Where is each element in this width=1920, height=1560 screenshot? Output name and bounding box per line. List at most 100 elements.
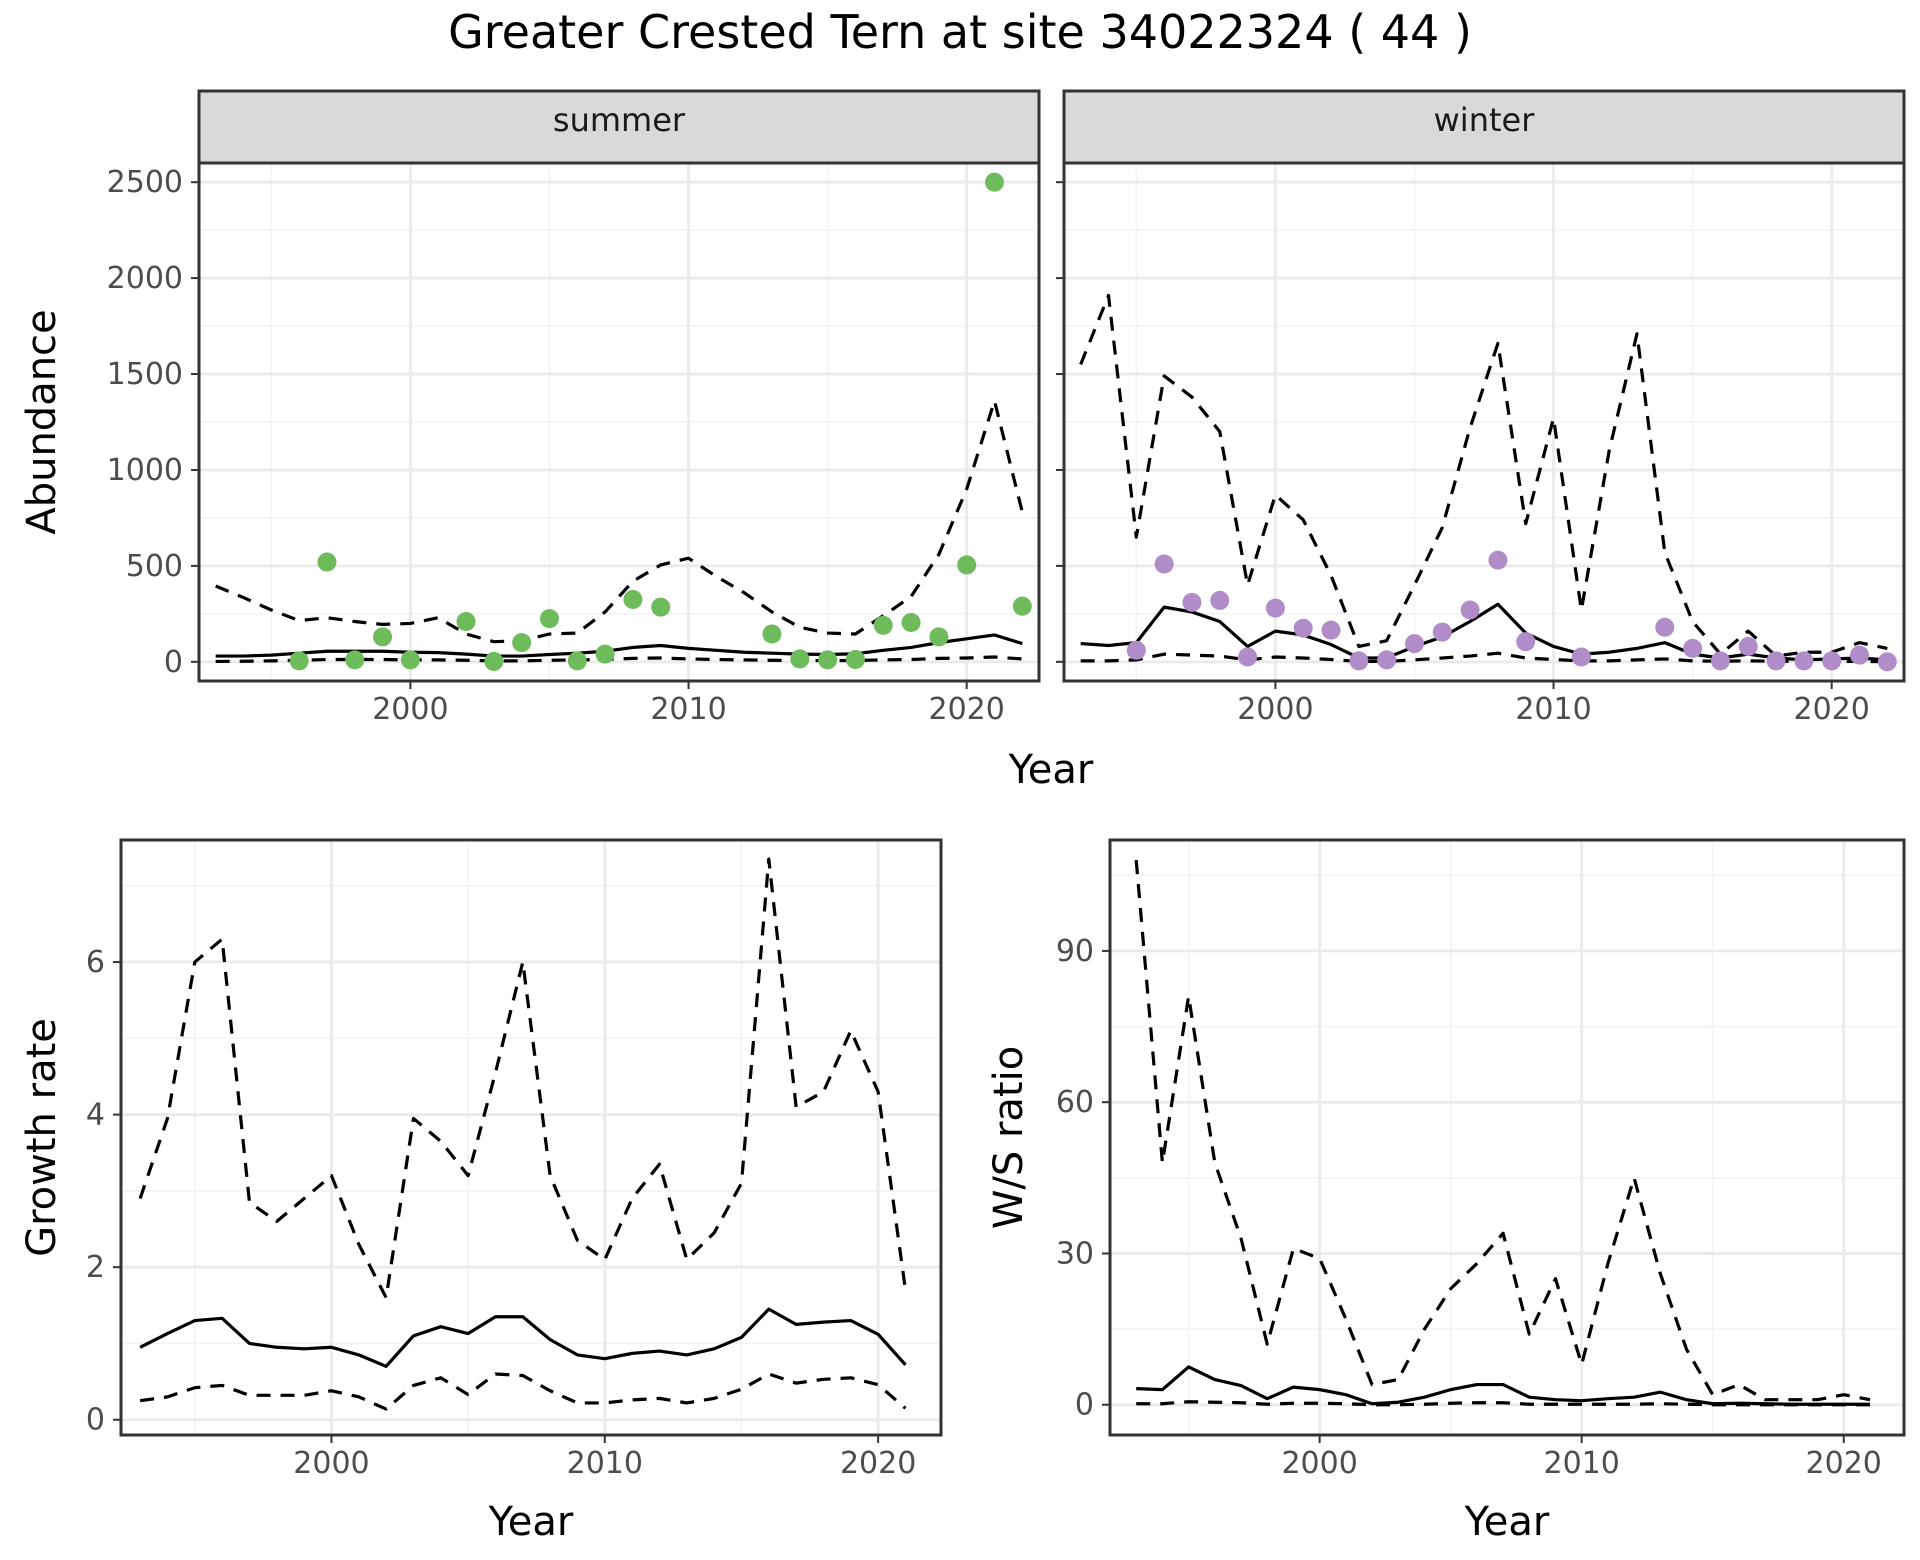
abundance-summer-x-tick-label: 2000	[372, 692, 448, 727]
abundance-point	[373, 627, 393, 647]
abundance-point	[1516, 632, 1536, 652]
facet-panel-summer: 2000 2010 2020 0 500 1000 1500 2000 2500 summer	[107, 89, 1041, 727]
ws-ratio-y-tick-label: 90	[1056, 934, 1094, 969]
estimate-line	[1136, 1365, 1870, 1406]
ws-ratio-x-tick-label: 2020	[1806, 1446, 1882, 1481]
abundance-point	[818, 650, 838, 670]
ws-ratio-y-tick-label: 0	[1075, 1388, 1094, 1423]
abundance-point	[1822, 651, 1842, 671]
abundance-point	[929, 627, 949, 647]
abundance-point	[1126, 640, 1146, 660]
abundance-point	[1877, 652, 1897, 672]
estimate-line	[1080, 602, 1888, 662]
abundance-point	[400, 650, 420, 670]
abundance-point	[1766, 651, 1786, 671]
abundance-summer-x-tick-label: 2010	[650, 692, 726, 727]
facet-strip	[197, 89, 1041, 165]
growth-rate-x-tick-label: 2010	[567, 1446, 643, 1481]
ws-ratio-y-tick-label: 60	[1056, 1085, 1094, 1120]
abundance-point	[873, 615, 893, 635]
abundance-point	[1404, 634, 1424, 654]
abundance-point	[901, 612, 921, 632]
abundance-point	[1154, 554, 1174, 574]
abundance-point	[1849, 645, 1869, 665]
abundance-point	[1012, 596, 1032, 616]
growth-rate-panel: 2000 2010 2020 0 2 4 6	[86, 838, 943, 1481]
abundance-point	[1349, 651, 1369, 671]
abundance-summer-y-tick-label: 1000	[107, 453, 183, 488]
abundance-point	[1488, 550, 1508, 570]
growth-rate-x-tick-label: 2000	[293, 1446, 369, 1481]
lower-bound-line	[1080, 651, 1888, 664]
abundance-point	[1265, 598, 1285, 618]
abundance-point	[1571, 647, 1591, 667]
abundance-summer-y-tick-label: 0	[164, 645, 183, 680]
ws-ratio-panel-border	[1108, 838, 1906, 1437]
ws-ratio-x-tick-label: 2000	[1281, 1446, 1357, 1481]
abundance-point	[1182, 592, 1202, 612]
ws-ratio-panel: 2000 2010 2020 0 30 60 90	[1056, 838, 1906, 1481]
abundance-point	[762, 624, 782, 644]
growth-rate-panel-background	[121, 840, 941, 1435]
abundance-point	[623, 589, 643, 609]
abundance-summer-x-tick-label: 2020	[929, 692, 1005, 727]
abundance-x-axis-title: Year	[1008, 747, 1094, 793]
abundance-point	[595, 644, 615, 664]
abundance-point	[317, 552, 337, 572]
plot-area: 2000 2010 202005001000150020002500summer20…	[19, 89, 1906, 1545]
abundance-point	[957, 555, 977, 575]
abundance-point	[790, 649, 810, 669]
abundance-point	[1321, 620, 1341, 640]
facet-strip-label: winter	[1434, 101, 1536, 139]
abundance-winter-x-tick-label: 2000	[1237, 692, 1313, 727]
facet-panel-winter: 2000 2010 2020 winter	[1056, 89, 1906, 727]
growth-rate-x-axis-title: Year	[488, 1499, 574, 1545]
abundance-point	[345, 650, 365, 670]
lower-bound-line	[139, 1372, 907, 1411]
abundance-point	[567, 651, 587, 671]
abundance-point	[289, 651, 309, 671]
abundance-winter-x-tick-label: 2010	[1515, 692, 1591, 727]
abundance-point	[1794, 651, 1814, 671]
abundance-point	[651, 597, 671, 617]
growth-rate-y-tick-label: 0	[86, 1403, 105, 1438]
abundance-point	[484, 651, 504, 671]
ws-ratio-panel-background	[1110, 840, 1904, 1435]
estimate-line	[139, 1307, 907, 1368]
abundance-summer-y-tick-label: 1500	[107, 357, 183, 392]
abundance-point	[1432, 622, 1452, 642]
abundance-point	[1710, 651, 1730, 671]
ws-ratio-x-tick-label: 2010	[1544, 1446, 1620, 1481]
growth-rate-panel-border	[119, 838, 943, 1437]
figure-title: Greater Crested Tern at site 34022324 ( …	[448, 5, 1472, 59]
lower-bound-line	[215, 655, 1023, 664]
abundance-y-axis-title: Abundance	[19, 309, 65, 534]
abundance-point	[1293, 618, 1313, 638]
abundance-point	[1377, 650, 1397, 670]
abundance-point	[456, 612, 476, 632]
abundance-point	[984, 172, 1004, 192]
facet-strip	[1062, 89, 1906, 165]
abundance-summer-y-tick-label: 2500	[107, 165, 183, 200]
ws-ratio-y-tick-label: 30	[1056, 1236, 1094, 1271]
abundance-point	[1238, 647, 1258, 667]
upper-bound-line	[138, 857, 908, 1300]
growth-rate-x-tick-label: 2020	[840, 1446, 916, 1481]
abundance-point	[512, 633, 532, 653]
abundance-winter-x-tick-label: 2020	[1794, 692, 1870, 727]
upper-bound-line	[1079, 293, 1888, 658]
abundance-point	[1683, 638, 1703, 658]
growth-rate-y-tick-label: 2	[86, 1250, 105, 1285]
abundance-summer-y-tick-label: 500	[126, 549, 183, 584]
abundance-point	[1738, 636, 1758, 656]
abundance-point	[1460, 600, 1480, 620]
upper-bound-line	[1134, 860, 1871, 1402]
ws-ratio-y-axis-title: W/S ratio	[986, 1046, 1032, 1229]
growth-rate-y-axis-title: Growth rate	[19, 1018, 65, 1257]
growth-rate-y-tick-label: 4	[86, 1098, 105, 1133]
ws-ratio-x-axis-title: Year	[1464, 1499, 1550, 1545]
growth-rate-y-tick-label: 6	[86, 945, 105, 980]
abundance-point	[539, 609, 559, 629]
abundance-point	[845, 650, 865, 670]
